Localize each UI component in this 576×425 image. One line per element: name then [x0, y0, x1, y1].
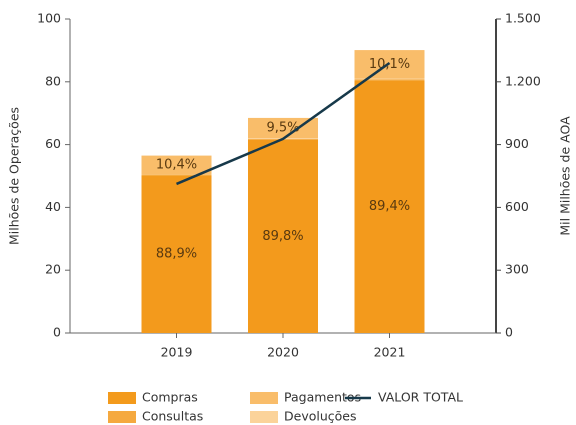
segment-label: 88,9%: [156, 247, 197, 262]
legend-label: Pagamentos: [284, 390, 361, 405]
bar-segment: [354, 78, 425, 80]
bar-segment: [141, 174, 212, 176]
y2-tick-label: 0: [505, 325, 513, 340]
y-tick-label: 60: [45, 136, 61, 151]
y-tick-label: 100: [37, 11, 61, 26]
legend-label: Compras: [142, 390, 198, 405]
y2-tick-label: 900: [505, 136, 529, 151]
y2-axis-label: Mil Milhões de AOA: [558, 116, 573, 236]
y-tick-label: 80: [45, 73, 61, 88]
y2-tick-label: 600: [505, 199, 529, 214]
segment-label: 89,4%: [369, 199, 410, 214]
segment-label: 9,5%: [266, 121, 299, 136]
y2-tick-label: 300: [505, 262, 529, 277]
x-tick-label: 2020: [267, 345, 299, 360]
y-tick-label: 40: [45, 199, 61, 214]
y-tick-label: 0: [53, 325, 61, 340]
y2-tick-label: 1.500: [505, 11, 541, 26]
legend-swatch: [250, 392, 278, 404]
bar-segment: [354, 79, 425, 81]
segment-label: 89,8%: [262, 229, 303, 244]
legend-label: Consultas: [142, 409, 203, 424]
x-tick-label: 2019: [161, 345, 193, 360]
line-series: [176, 61, 391, 186]
legend-swatch: [108, 411, 136, 423]
bar-segment: [141, 155, 212, 175]
segment-label: 10,4%: [156, 157, 197, 172]
x-tick-label: 2021: [374, 345, 406, 360]
legend-swatch: [250, 411, 278, 423]
y2-tick-label: 1.200: [505, 73, 541, 88]
legend-label: VALOR TOTAL: [378, 390, 463, 405]
bar-segment: [248, 139, 318, 333]
bar-segment: [248, 117, 318, 139]
y-tick-label: 20: [45, 262, 61, 277]
legend-swatch: [108, 392, 136, 404]
legend-label: Devoluções: [284, 409, 356, 424]
y-axis-label: Milhões de Operações: [7, 107, 22, 245]
bar-segment: [354, 80, 425, 333]
bar-segment: [141, 175, 212, 333]
